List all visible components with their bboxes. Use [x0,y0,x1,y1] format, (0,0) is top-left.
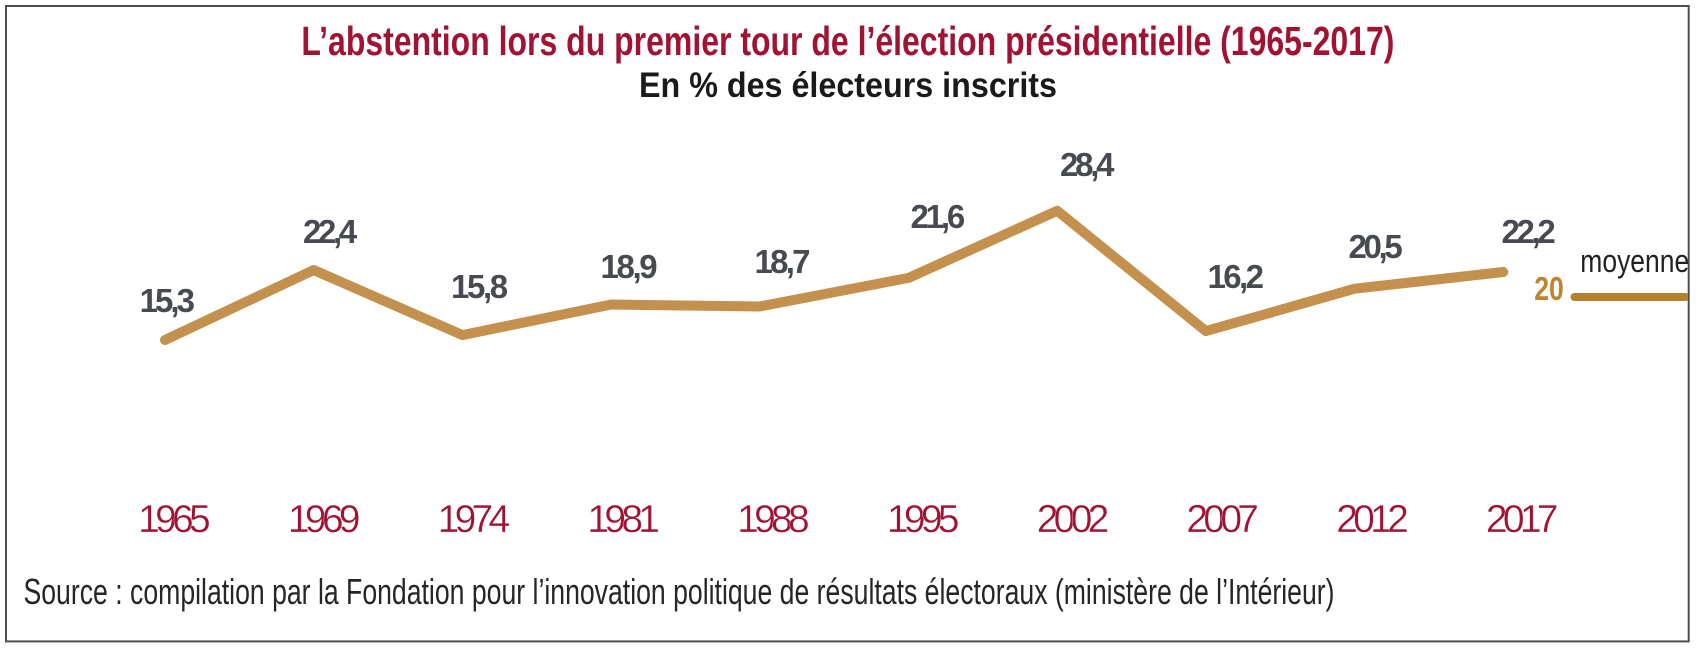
svg-text:15,3: 15,3 [140,282,195,319]
svg-text:20: 20 [1534,270,1564,307]
svg-text:2012: 2012 [1336,498,1409,541]
svg-text:1965: 1965 [138,498,211,541]
svg-text:L’abstention lors du premier t: L’abstention lors du premier tour de l’é… [301,18,1394,64]
svg-text:1969: 1969 [288,498,361,541]
svg-text:1995: 1995 [887,498,960,541]
svg-text:moyenne: moyenne [1580,243,1689,279]
svg-text:1981: 1981 [587,498,660,541]
svg-text:En % des électeurs inscrits: En % des électeurs inscrits [639,66,1057,105]
svg-text:22,4: 22,4 [303,213,358,250]
svg-text:1988: 1988 [737,498,810,541]
svg-text:16,2: 16,2 [1208,258,1265,295]
svg-text:2002: 2002 [1037,498,1110,541]
svg-text:18,7: 18,7 [755,243,811,280]
svg-text:1974: 1974 [438,498,511,541]
svg-text:20,5: 20,5 [1349,228,1403,265]
svg-text:21,6: 21,6 [911,198,966,235]
svg-text:28,4: 28,4 [1060,146,1115,183]
svg-text:22,2: 22,2 [1502,213,1556,250]
svg-text:Source : compilation par la Fo: Source : compilation par la Fondation po… [24,571,1335,612]
svg-text:18,9: 18,9 [601,248,658,285]
svg-text:2017: 2017 [1486,498,1559,541]
svg-text:15,8: 15,8 [451,268,508,305]
svg-text:2007: 2007 [1186,498,1259,541]
